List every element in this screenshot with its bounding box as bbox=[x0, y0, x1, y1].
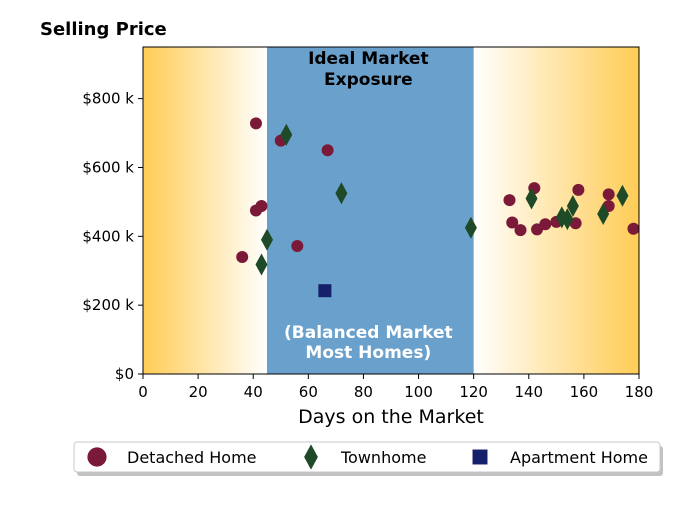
plot-frame bbox=[142, 46, 640, 375]
detached-home-point bbox=[506, 216, 519, 229]
x-tick-label: 100 bbox=[404, 383, 433, 401]
townhome-point bbox=[464, 216, 477, 239]
x-axis: 0 20 40 60 80 100 120 140 160 180 bbox=[138, 374, 653, 401]
y-tick-label: $800 k bbox=[82, 90, 134, 108]
x-tick-label: 80 bbox=[354, 383, 373, 401]
band-label-bottom-line: Most Homes) bbox=[305, 343, 431, 363]
x-tick-label: 20 bbox=[189, 383, 208, 401]
townhome-point bbox=[561, 208, 574, 231]
x-tick-label: 0 bbox=[138, 383, 148, 401]
detached-home-point bbox=[627, 222, 639, 235]
band-label-top-line: Ideal Market bbox=[308, 49, 429, 69]
x-tick-label: 180 bbox=[625, 383, 654, 401]
detached-home-point bbox=[539, 218, 552, 231]
townhome-point bbox=[525, 187, 538, 210]
y-tick-label: $200 k bbox=[82, 296, 134, 314]
detached-home-point bbox=[249, 117, 262, 130]
townhome-point bbox=[616, 184, 629, 207]
band-label-bottom-line: (Balanced Market bbox=[284, 323, 453, 343]
band-label-top-line: Exposure bbox=[324, 70, 413, 90]
y-tick-label: $400 k bbox=[82, 227, 134, 245]
detached-home-point bbox=[236, 250, 249, 263]
legend: Detached Home Townhome Apartment Home bbox=[73, 441, 663, 476]
detached-home-point bbox=[503, 194, 516, 207]
x-tick-label: 40 bbox=[244, 383, 263, 401]
y-tick-label: $0 bbox=[115, 365, 134, 383]
x-tick-label: 120 bbox=[459, 383, 488, 401]
legend-marker-detached-home bbox=[87, 447, 107, 467]
y-tick-label: $600 k bbox=[82, 158, 134, 176]
data-points bbox=[236, 117, 639, 298]
gradient-region-left bbox=[143, 47, 267, 374]
townhome-point bbox=[566, 195, 579, 218]
legend-label-detached-home: Detached Home bbox=[127, 448, 257, 467]
townhome-point bbox=[280, 123, 293, 146]
detached-home-point bbox=[514, 224, 527, 237]
legend-frame bbox=[73, 441, 661, 473]
ideal-exposure-band bbox=[267, 47, 474, 374]
townhome-point bbox=[597, 202, 610, 225]
legend-label-townhome: Townhome bbox=[340, 448, 426, 467]
detached-home-point bbox=[291, 239, 304, 252]
chart-title: Selling Price bbox=[40, 19, 167, 40]
detached-home-point bbox=[255, 200, 268, 213]
townhome-point bbox=[261, 228, 273, 251]
x-tick-label: 160 bbox=[570, 383, 599, 401]
apartment-home-point bbox=[318, 284, 332, 298]
y-axis: $0 $200 k $400 k $600 k $800 k bbox=[82, 90, 143, 383]
x-tick-label: 60 bbox=[299, 383, 318, 401]
legend-label-apartment-home: Apartment Home bbox=[510, 448, 648, 467]
townhome-point bbox=[255, 253, 268, 276]
townhome-point bbox=[335, 182, 348, 205]
detached-home-point bbox=[572, 183, 585, 196]
legend-marker-apartment-home bbox=[472, 449, 488, 465]
legend-marker-townhome bbox=[304, 444, 318, 470]
gradient-region-right bbox=[473, 47, 639, 374]
detached-home-point bbox=[602, 188, 615, 201]
x-axis-title: Days on the Market bbox=[298, 406, 484, 428]
x-tick-label: 140 bbox=[514, 383, 543, 401]
detached-home-point bbox=[321, 144, 334, 157]
